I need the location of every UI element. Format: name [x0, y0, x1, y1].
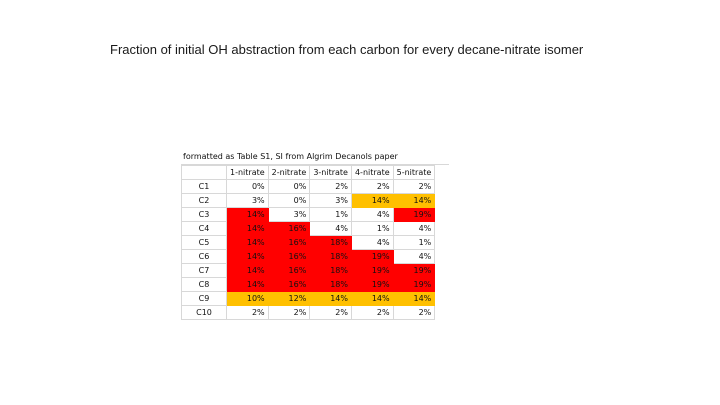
- value-cell: 0%: [267, 179, 311, 194]
- table-row: C2 3% 0% 3% 14% 14%: [181, 193, 436, 208]
- value-cell: 1%: [350, 221, 394, 236]
- value-cell: 14%: [226, 207, 269, 222]
- value-cell: 14%: [226, 263, 269, 278]
- value-cell: 4%: [309, 221, 352, 236]
- value-cell: 14%: [350, 291, 394, 306]
- value-cell: 2%: [226, 305, 269, 320]
- value-cell: 1%: [309, 207, 352, 222]
- value-cell: 4%: [350, 235, 394, 250]
- column-header: 2-nitrate: [267, 165, 311, 180]
- value-cell: 12%: [267, 291, 311, 306]
- value-cell: 2%: [309, 305, 352, 320]
- value-cell: 14%: [226, 235, 269, 250]
- value-cell: 2%: [392, 179, 436, 194]
- table-row: C6 14% 16% 18% 19% 4%: [181, 249, 436, 264]
- value-cell: 19%: [350, 249, 394, 264]
- table-row: C7 14% 16% 18% 19% 19%: [181, 263, 436, 278]
- row-label: C3: [181, 207, 227, 222]
- table-row: C9 10% 12% 14% 14% 14%: [181, 291, 436, 306]
- row-label: C4: [181, 221, 227, 236]
- value-cell: 16%: [267, 221, 311, 236]
- row-label: C2: [181, 193, 227, 208]
- value-cell: 2%: [350, 305, 394, 320]
- value-cell: 19%: [350, 263, 394, 278]
- table-row: C5 14% 16% 18% 4% 1%: [181, 235, 436, 250]
- column-header: 4-nitrate: [350, 165, 394, 180]
- table-caption: formatted as Table S1, SI from Algrim De…: [181, 150, 449, 165]
- row-label: C6: [181, 249, 227, 264]
- value-cell: 14%: [392, 193, 436, 208]
- table-row: C1 0% 0% 2% 2% 2%: [181, 179, 436, 194]
- row-label: C5: [181, 235, 227, 250]
- value-cell: 0%: [267, 193, 311, 208]
- corner-cell: [181, 165, 227, 180]
- value-cell: 14%: [226, 221, 269, 236]
- table-row: C8 14% 16% 18% 19% 19%: [181, 277, 436, 292]
- value-cell: 4%: [392, 221, 436, 236]
- value-cell: 19%: [392, 263, 436, 278]
- abstraction-table: 1-nitrate 2-nitrate 3-nitrate 4-nitrate …: [181, 165, 436, 320]
- value-cell: 16%: [267, 249, 311, 264]
- value-cell: 4%: [392, 249, 436, 264]
- table-body: C1 0% 0% 2% 2% 2% C2 3% 0% 3% 14% 14% C3 14% 3% 1% 4% 19%…: [181, 179, 436, 320]
- row-label: C1: [181, 179, 227, 194]
- value-cell: 0%: [226, 179, 269, 194]
- value-cell: 18%: [309, 235, 352, 250]
- value-cell: 2%: [392, 305, 436, 320]
- column-header: 3-nitrate: [309, 165, 352, 180]
- value-cell: 18%: [309, 249, 352, 264]
- value-cell: 14%: [226, 249, 269, 264]
- value-cell: 14%: [392, 291, 436, 306]
- row-label: C7: [181, 263, 227, 278]
- value-cell: 16%: [267, 263, 311, 278]
- value-cell: 14%: [350, 193, 394, 208]
- value-cell: 18%: [309, 277, 352, 292]
- value-cell: 3%: [267, 207, 311, 222]
- slide-title: Fraction of initial OH abstraction from …: [110, 42, 584, 57]
- header-row: 1-nitrate 2-nitrate 3-nitrate 4-nitrate …: [181, 165, 436, 180]
- value-cell: 1%: [392, 235, 436, 250]
- value-cell: 19%: [392, 207, 436, 222]
- value-cell: 2%: [267, 305, 311, 320]
- value-cell: 16%: [267, 235, 311, 250]
- value-cell: 3%: [226, 193, 269, 208]
- value-cell: 14%: [226, 277, 269, 292]
- value-cell: 18%: [309, 263, 352, 278]
- value-cell: 3%: [309, 193, 352, 208]
- value-cell: 4%: [350, 207, 394, 222]
- value-cell: 2%: [309, 179, 352, 194]
- value-cell: 16%: [267, 277, 311, 292]
- spreadsheet-table: formatted as Table S1, SI from Algrim De…: [181, 150, 449, 320]
- row-label: C9: [181, 291, 227, 306]
- value-cell: 19%: [350, 277, 394, 292]
- table-row: C4 14% 16% 4% 1% 4%: [181, 221, 436, 236]
- value-cell: 2%: [350, 179, 394, 194]
- table-row: C10 2% 2% 2% 2% 2%: [181, 305, 436, 320]
- row-label: C8: [181, 277, 227, 292]
- column-header: 1-nitrate: [226, 165, 269, 180]
- value-cell: 10%: [226, 291, 269, 306]
- column-header: 5-nitrate: [392, 165, 436, 180]
- table-row: C3 14% 3% 1% 4% 19%: [181, 207, 436, 222]
- row-label: C10: [181, 305, 227, 320]
- value-cell: 19%: [392, 277, 436, 292]
- value-cell: 14%: [309, 291, 352, 306]
